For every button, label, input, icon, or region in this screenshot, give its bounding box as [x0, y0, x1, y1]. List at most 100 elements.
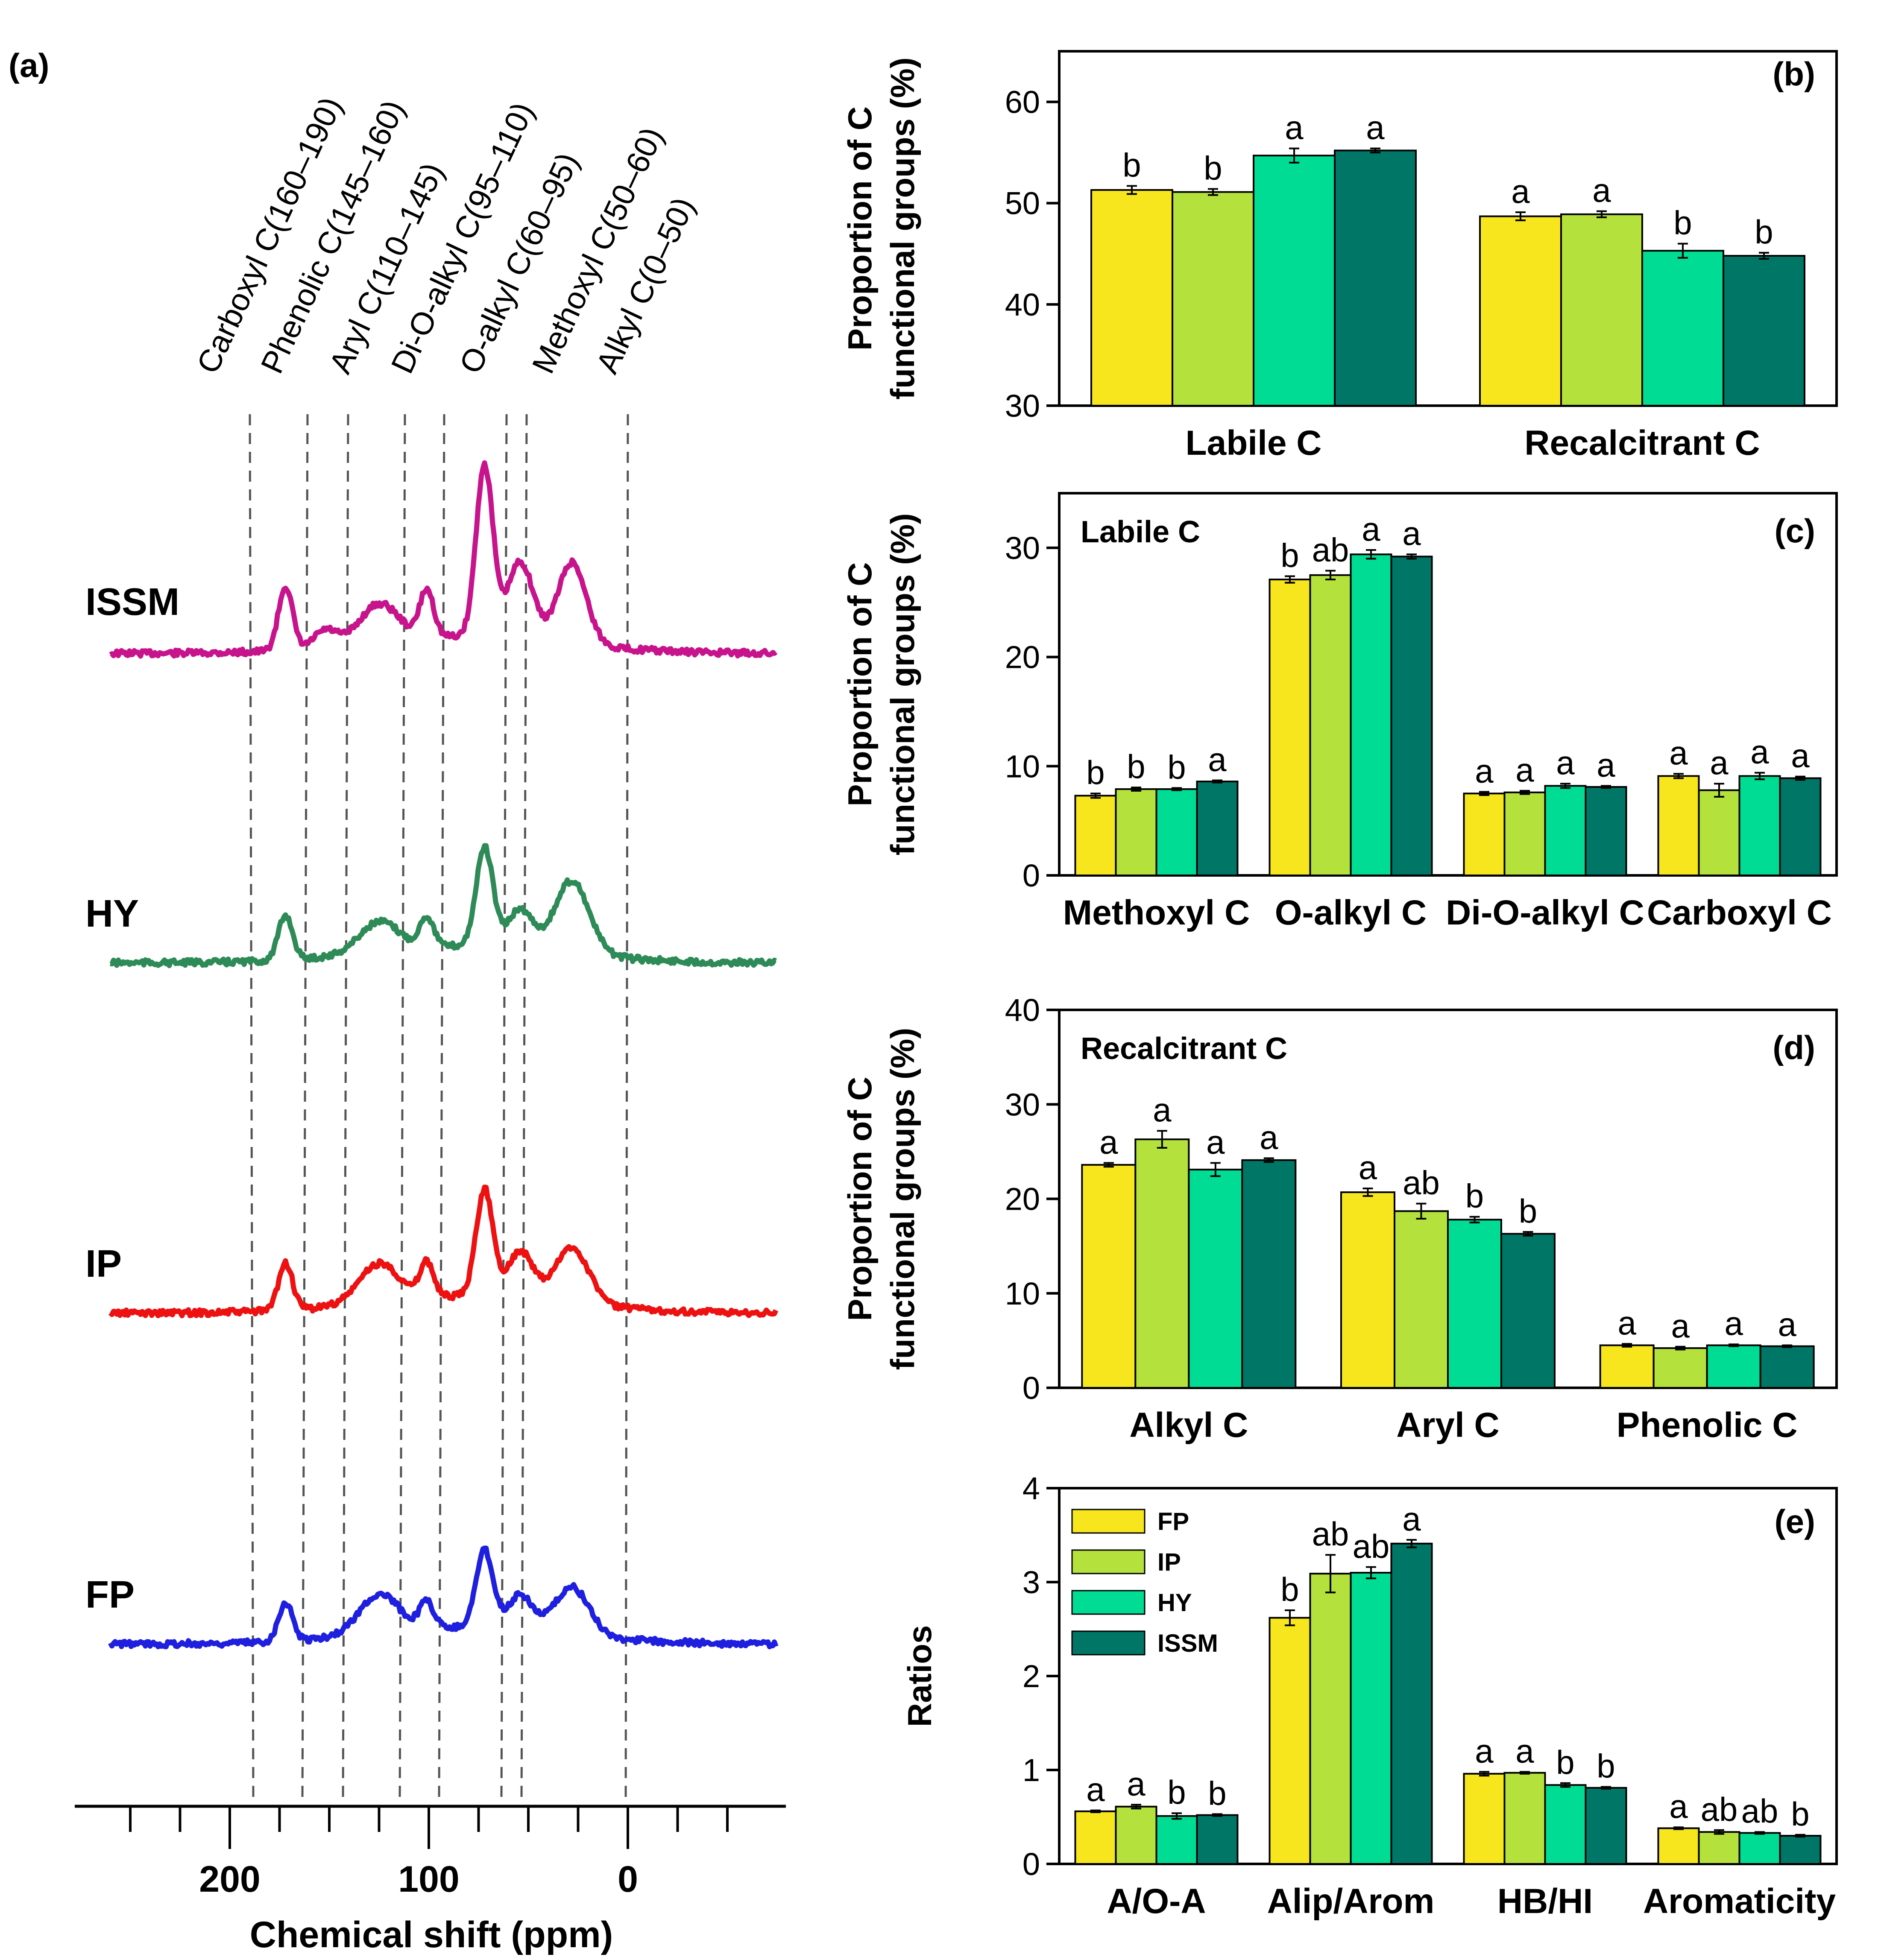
bar-fp	[1269, 1617, 1311, 1865]
legend-label: HY	[1157, 1589, 1192, 1617]
category-label: Aromaticity	[1643, 1882, 1836, 1921]
divider-line	[438, 414, 445, 1800]
y-axis-title: functional groups (%)	[884, 513, 921, 856]
bar-issm	[1585, 786, 1627, 877]
bar-hy	[1188, 1168, 1243, 1389]
y-tick-label: 40	[1005, 992, 1040, 1028]
y-tick-label: 4	[1022, 1471, 1040, 1506]
bar-ip	[1309, 1573, 1352, 1865]
significance-letter: a	[1402, 515, 1421, 552]
significance-letter: b	[1465, 1177, 1484, 1215]
divider-line	[249, 414, 255, 1800]
significance-letter: ab	[1312, 531, 1349, 569]
significance-letter: b	[1755, 213, 1773, 251]
plot-frame	[1058, 50, 1838, 407]
significance-letter: ab	[1741, 1792, 1778, 1830]
panel-label: (b)	[1773, 55, 1815, 93]
significance-letter: a	[1285, 109, 1304, 146]
legend-label: ISSM	[1157, 1629, 1218, 1657]
significance-letter: a	[1669, 734, 1688, 772]
category-label: Labile C	[1186, 424, 1322, 462]
panel-label: (e)	[1775, 1503, 1815, 1540]
significance-letter: a	[1260, 1118, 1278, 1156]
legend-label: IP	[1157, 1548, 1181, 1576]
bar-issm	[1585, 1787, 1627, 1865]
panel-label: (c)	[1775, 512, 1815, 550]
y-tick-label: 40	[1005, 287, 1040, 322]
significance-letter: b	[1597, 1747, 1615, 1785]
legend-label: FP	[1157, 1508, 1189, 1536]
significance-letter: a	[1362, 510, 1380, 548]
bar-issm	[1196, 1814, 1239, 1865]
bar-fp	[1463, 793, 1506, 876]
significance-letter: a	[1778, 1305, 1796, 1343]
legend-swatch-issm	[1071, 1630, 1146, 1656]
significance-letter: a	[1208, 741, 1227, 778]
significance-letter: b	[1208, 1774, 1226, 1812]
bar-hy	[1447, 1219, 1502, 1389]
significance-letter: a	[1556, 744, 1575, 781]
x-tick-label: 200	[199, 1859, 261, 1900]
bar-issm	[1196, 781, 1239, 876]
bar-ip	[1309, 574, 1352, 877]
y-tick-label: 10	[1005, 749, 1040, 784]
bar-hy	[1544, 1784, 1587, 1865]
y-axis-title: Proportion of C	[841, 106, 879, 351]
category-label: Recalcitrant C	[1524, 424, 1760, 462]
significance-letter: b	[1519, 1192, 1537, 1230]
bar-issm	[1723, 255, 1805, 407]
bar-ip	[1115, 1805, 1157, 1865]
bar-ip	[1652, 1347, 1708, 1389]
bar-fp	[1074, 795, 1117, 877]
significance-letter: a	[1791, 737, 1810, 775]
significance-letter: a	[1515, 751, 1534, 789]
y-tick-label: 20	[1005, 1182, 1040, 1217]
legend-swatch-ip	[1071, 1549, 1146, 1574]
significance-letter: a	[1724, 1305, 1743, 1342]
divider-line	[624, 414, 629, 1800]
bar-ip	[1560, 213, 1643, 407]
category-label: Carboxyl C	[1647, 893, 1832, 932]
significance-letter: b	[1167, 1773, 1186, 1811]
y-tick-label: 3	[1022, 1565, 1040, 1600]
significance-letter: a	[1597, 746, 1615, 784]
bar-ip	[1172, 191, 1254, 407]
bar-hy	[1350, 553, 1392, 876]
significance-letter: a	[1617, 1304, 1636, 1342]
category-label: Di-O-alkyl C	[1446, 893, 1644, 932]
significance-letter: b	[1791, 1795, 1809, 1833]
significance-letter: a	[1099, 1123, 1118, 1161]
bar-fp	[1074, 1810, 1117, 1865]
significance-letter: a	[1750, 733, 1769, 771]
plot-frame	[1058, 492, 1838, 877]
bar-fp	[1657, 1827, 1700, 1865]
significance-letter: ab	[1403, 1164, 1440, 1202]
spectrum-ip	[108, 1185, 779, 1319]
x-axis-title: Chemical shift (ppm)	[250, 1914, 613, 1955]
spectrum-label: IP	[85, 1243, 122, 1285]
significance-letter: b	[1556, 1744, 1574, 1781]
bar-ip	[1115, 788, 1157, 876]
significance-letter: ab	[1701, 1790, 1738, 1828]
y-tick-label: 30	[1005, 388, 1040, 424]
bar-hy	[1350, 1572, 1392, 1865]
legend-swatch-fp	[1071, 1509, 1146, 1534]
significance-letter: b	[1122, 146, 1141, 184]
significance-letter: b	[1167, 748, 1186, 786]
bar-fp	[1340, 1191, 1395, 1389]
legend-swatch-hy	[1071, 1590, 1146, 1615]
significance-letter: b	[1673, 204, 1692, 242]
y-tick-label: 0	[1022, 1846, 1040, 1882]
divider-line	[342, 414, 349, 1800]
spectrum-fp	[108, 1545, 779, 1650]
divider-line	[500, 414, 508, 1800]
panel-label: (d)	[1773, 1029, 1815, 1066]
significance-letter: a	[1475, 1732, 1494, 1770]
bar-hy	[1253, 155, 1336, 407]
category-label: Methoxyl C	[1063, 893, 1250, 932]
divider-line	[520, 414, 528, 1800]
significance-letter: ab	[1353, 1527, 1390, 1565]
significance-letter: ab	[1312, 1515, 1349, 1553]
bar-issm	[1390, 556, 1433, 877]
x-tick-label: 100	[398, 1859, 460, 1900]
